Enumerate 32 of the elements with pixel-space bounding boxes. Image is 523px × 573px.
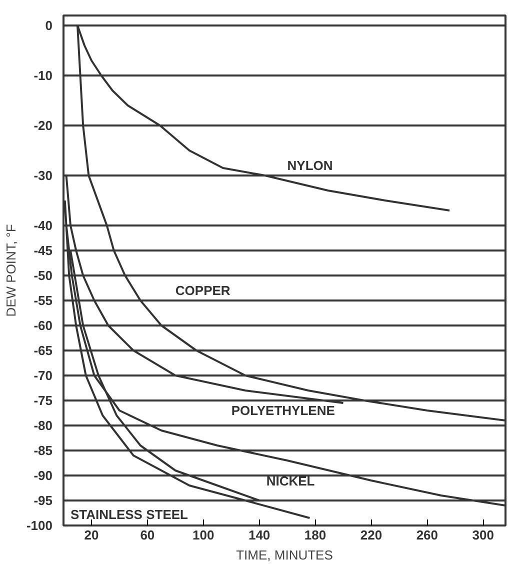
- series-label: POLYETHYLENE: [231, 403, 336, 418]
- y-tick-label: 0: [45, 18, 53, 33]
- y-tick-label: -10: [34, 68, 53, 83]
- y-tick-label: -95: [34, 493, 53, 508]
- series-label: NICKEL: [266, 474, 315, 488]
- x-tick-label: 220: [360, 528, 382, 542]
- y-axis-title: DEW POINT, °F: [3, 224, 18, 317]
- y-tick-label: -45: [34, 243, 53, 258]
- x-axis-title: TIME, MINUTES: [236, 548, 334, 562]
- y-tick-label: -80: [34, 418, 53, 433]
- series-label: NYLON: [287, 158, 333, 173]
- y-tick-label: -55: [34, 293, 53, 308]
- x-tick-label: 20: [84, 528, 99, 542]
- x-tick-label: 60: [140, 528, 155, 542]
- x-tick-label: 140: [248, 528, 270, 542]
- y-tick-label: -30: [34, 168, 53, 183]
- y-tick-label: -40: [34, 218, 53, 233]
- y-tick-label: -75: [34, 393, 53, 408]
- text: COPPER: [175, 283, 231, 298]
- y-tick-label: -60: [34, 318, 53, 333]
- series-label: STAINLESS STEEL: [70, 507, 188, 522]
- x-tick-label: 100: [192, 528, 214, 542]
- y-tick-label: -100: [26, 518, 53, 533]
- y-tick-label: -90: [34, 468, 53, 483]
- y-tick-label: -50: [34, 268, 53, 283]
- y-tick-label: -65: [34, 343, 53, 358]
- x-tick-label: 180: [304, 528, 326, 542]
- x-tick-label: 300: [472, 528, 494, 542]
- y-tick-label: -20: [34, 118, 53, 133]
- y-tick-label: -70: [34, 368, 53, 383]
- x-tick-label: 260: [416, 528, 438, 542]
- y-tick-label: -85: [34, 443, 53, 458]
